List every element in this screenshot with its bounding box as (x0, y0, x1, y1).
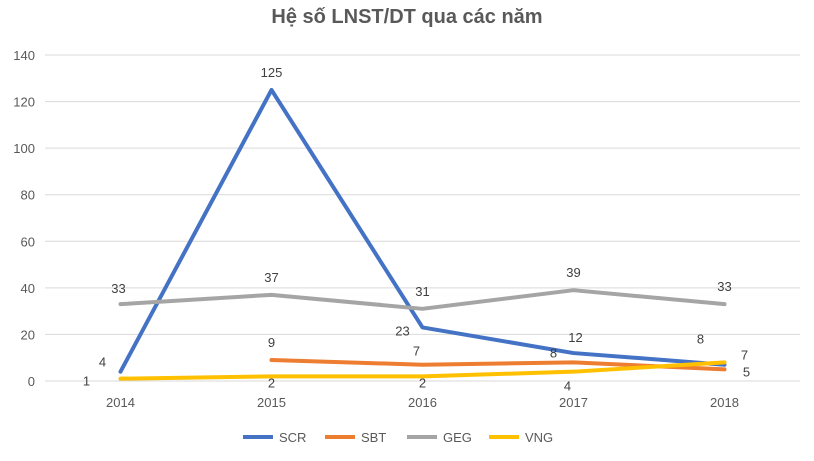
data-label-vng: 8 (697, 331, 704, 346)
data-label-vng: 2 (419, 375, 426, 390)
legend: SCR SBT GEG VNG (243, 430, 553, 445)
x-tick-label: 2014 (106, 395, 135, 410)
data-label-scr: 7 (741, 348, 748, 363)
data-label-vng: 1 (83, 374, 90, 389)
data-label-geg: 33 (111, 281, 125, 296)
data-label-sbt: 9 (268, 335, 275, 350)
y-tick-label: 0 (28, 374, 35, 389)
data-label-sbt: 8 (550, 345, 557, 360)
data-label-vng: 4 (564, 379, 571, 394)
chart-title: Hệ số LNST/DT qua các năm (271, 6, 543, 28)
data-label-geg: 33 (717, 279, 731, 294)
legend-label-sbt: SBT (361, 430, 386, 445)
y-tick-label: 120 (13, 95, 35, 110)
legend-label-vng: VNG (525, 430, 553, 445)
y-tick-label: 60 (21, 234, 35, 249)
series-line-scr (118, 87, 727, 374)
legend-label-scr: SCR (279, 430, 306, 445)
legend-label-geg: GEG (443, 430, 472, 445)
x-tick-label: 2018 (710, 395, 739, 410)
x-tick-label: 2017 (559, 395, 588, 410)
data-label-scr: 4 (99, 355, 106, 370)
x-tick-label: 2016 (408, 395, 437, 410)
data-label-scr: 23 (395, 323, 409, 338)
data-label-sbt: 5 (743, 364, 750, 379)
y-axis-ticks: 0 20 40 60 80 100 120 140 (13, 48, 35, 389)
series-lines (118, 87, 727, 381)
y-tick-label: 80 (21, 188, 35, 203)
y-tick-label: 40 (21, 281, 35, 296)
data-label-geg: 31 (415, 284, 429, 299)
data-label-scr: 125 (261, 65, 283, 80)
data-label-scr: 12 (568, 330, 582, 345)
y-tick-label: 20 (21, 327, 35, 342)
y-tick-label: 100 (13, 141, 35, 156)
data-label-sbt: 7 (413, 344, 420, 359)
y-tick-label: 140 (13, 48, 35, 63)
data-label-vng: 2 (268, 375, 275, 390)
x-tick-label: 2015 (257, 395, 286, 410)
data-label-geg: 37 (264, 270, 278, 285)
x-axis-ticks: 2014 2015 2016 2017 2018 (106, 395, 739, 410)
gridlines (45, 54, 800, 382)
data-label-geg: 39 (566, 265, 580, 280)
